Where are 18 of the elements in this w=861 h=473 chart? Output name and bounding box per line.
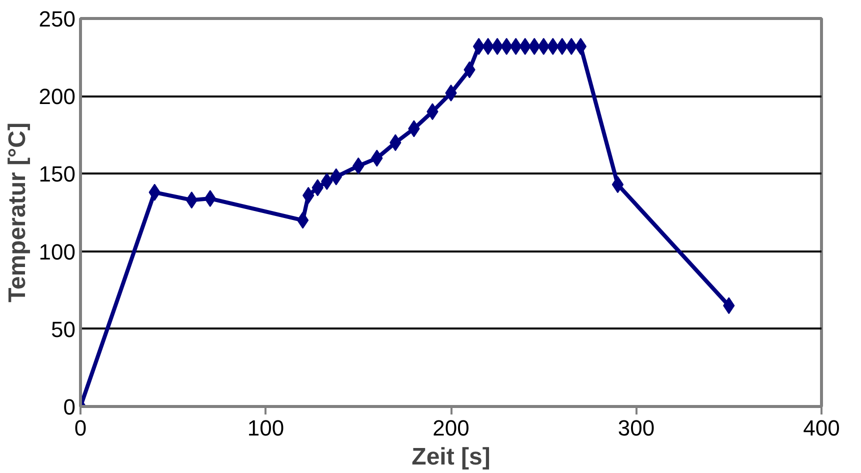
point [472, 38, 485, 55]
x-tick-label: 300 [618, 416, 655, 440]
x-tick-label: 400 [803, 416, 840, 440]
x-axis-title: Zeit [s] [412, 444, 490, 470]
x-tick-label: 200 [432, 416, 470, 440]
point [612, 176, 624, 194]
x-tick-label: 100 [247, 416, 284, 440]
y-tick-label: 0 [63, 394, 76, 420]
y-axis-title: Temperatur [°C] [4, 122, 31, 302]
y-tick-label: 150 [38, 162, 76, 187]
point [491, 38, 504, 55]
y-tick-label: 100 [38, 239, 76, 264]
y-tick-label: 200 [38, 84, 76, 110]
y-tick-label: 250 [38, 6, 76, 32]
point [204, 190, 216, 208]
y-tick-label: 50 [51, 316, 76, 342]
point [296, 212, 309, 229]
point [574, 38, 587, 55]
